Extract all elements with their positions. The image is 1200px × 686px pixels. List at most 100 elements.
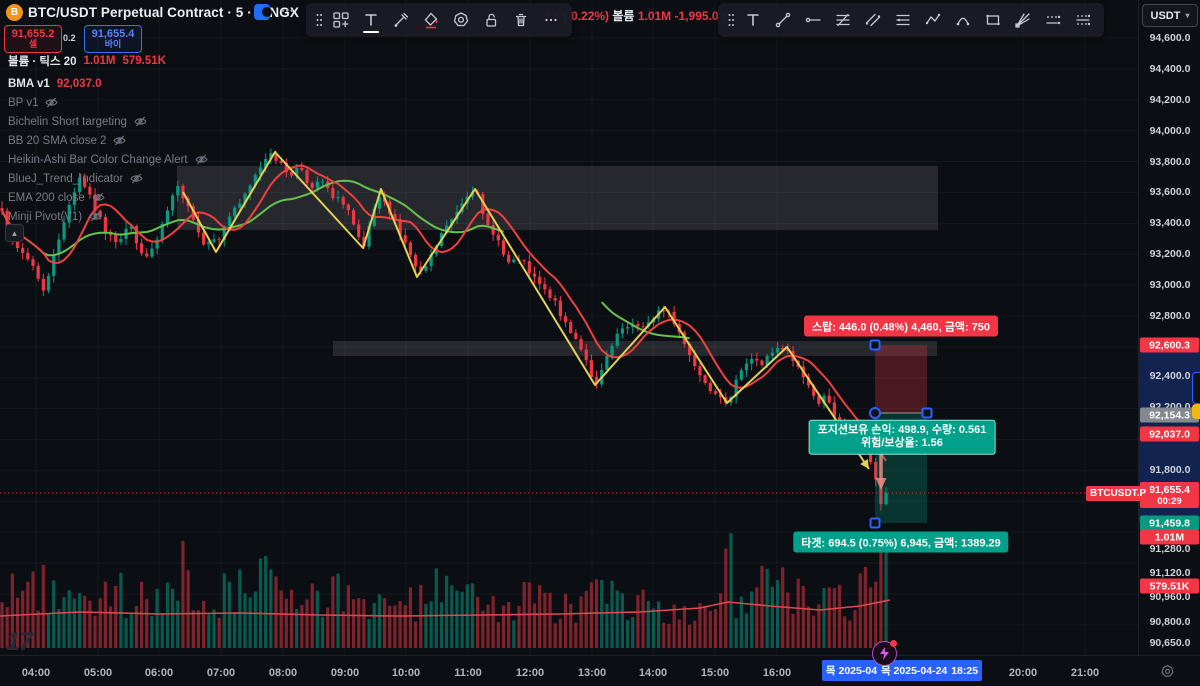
stop-loss-label[interactable]: 스탑: 446.0 (0.48%) 4,460, 금액: 750	[803, 315, 999, 337]
price-tick-label: 94,200.0	[1149, 94, 1191, 106]
bingx-flag-icon[interactable]	[254, 4, 272, 20]
horizontal-lines-icon[interactable]	[890, 7, 916, 33]
chevron-down-icon: ▾	[1185, 11, 1190, 20]
horizontal-ray-icon[interactable]	[800, 7, 826, 33]
eye-off-icon[interactable]	[194, 152, 209, 167]
lightning-icon	[880, 647, 889, 660]
drag-handle-icon[interactable]	[314, 7, 324, 33]
indicator-name: Minji Pivot(V1)	[8, 210, 83, 223]
position-drag-handle[interactable]	[869, 517, 881, 529]
date-chip-text: 18:25	[951, 664, 979, 677]
legend-bma-row[interactable]: BMA v1 92,037.0	[8, 76, 102, 91]
axis-settings-gear-icon[interactable]	[1160, 664, 1175, 679]
buy-button[interactable]: 91,655.4 바이	[84, 25, 142, 53]
indicator-name: Bichelin Short targeting	[8, 115, 127, 128]
eyedropper-icon[interactable]	[388, 7, 414, 33]
currency-dropdown[interactable]: USDT ▾	[1142, 4, 1198, 27]
text-tool-icon[interactable]	[740, 7, 766, 33]
price-tick-label: 91,280.0	[1149, 543, 1191, 555]
trend-line-icon[interactable]	[770, 7, 796, 33]
hidden-indicator-row[interactable]: Bichelin Short targeting	[8, 114, 148, 129]
curve-tool-icon[interactable]	[950, 7, 976, 33]
volume-label: 볼륨	[612, 9, 635, 23]
take-profit-label[interactable]: 타겟: 694.5 (0.75%) 6,945, 금액: 1389.29	[793, 531, 1009, 553]
gray-zone-drawing[interactable]	[177, 166, 938, 230]
volume-amount: 1.01M	[637, 9, 672, 23]
time-tick-label: 06:00	[144, 667, 174, 679]
more-options-icon[interactable]	[538, 7, 564, 33]
indicator-name: BlueJ_Trend_Indicator	[8, 172, 124, 185]
quick-trade-lightning-button[interactable]	[872, 640, 897, 666]
green-ma-line	[1, 179, 690, 340]
eye-off-icon[interactable]	[129, 171, 144, 186]
fib-retracement-icon[interactable]	[830, 7, 856, 33]
volume-value-2: 579.51K	[122, 54, 166, 67]
layout-template-icon[interactable]	[328, 7, 354, 33]
measure-icon[interactable]	[1040, 7, 1066, 33]
zigzag-icon[interactable]	[920, 7, 946, 33]
paint-bucket-icon[interactable]	[418, 7, 444, 33]
eye-off-icon[interactable]	[88, 209, 103, 224]
hidden-indicator-row[interactable]: EMA 200 close	[8, 190, 106, 205]
time-tick-label: 05:00	[83, 667, 113, 679]
edge-widget-yellow[interactable]	[1192, 404, 1200, 419]
position-risk-zone[interactable]	[875, 345, 927, 413]
lock-open-icon[interactable]	[478, 7, 504, 33]
price-tick-label: 90,800.0	[1149, 616, 1191, 628]
zigzag-arrowhead	[860, 459, 869, 469]
hidden-indicator-row[interactable]: Heikin-Ashi Bar Color Change Alert	[8, 152, 209, 167]
hidden-indicator-row[interactable]: Minji Pivot(V1)	[8, 209, 103, 224]
zigzag-drawing[interactable]	[182, 151, 870, 470]
rectangle-tool-icon[interactable]	[980, 7, 1006, 33]
collapse-panel-button[interactable]: ▲	[5, 224, 24, 242]
gann-fan-icon[interactable]	[1010, 7, 1036, 33]
header-more-button[interactable]: •••	[281, 6, 295, 17]
indicator-name: EMA 200 close	[8, 191, 85, 204]
hidden-indicator-row[interactable]: BB 20 SMA close 2	[8, 133, 127, 148]
eye-off-icon[interactable]	[133, 114, 148, 129]
position-drag-handle[interactable]	[869, 407, 881, 419]
position-drag-handle[interactable]	[869, 339, 881, 351]
symbol-title[interactable]: BTC/USDT Perpetual Contract · 5 · BINGX	[28, 5, 299, 20]
sell-button[interactable]: 91,655.2 셀	[4, 25, 62, 53]
time-tick-label: 09:00	[330, 667, 360, 679]
drawing-toolbar-right	[718, 3, 1104, 37]
hidden-indicator-row[interactable]: BP v1	[8, 95, 59, 110]
time-tick-label: 20:00	[1008, 667, 1038, 679]
time-tick-label: 14:00	[638, 667, 668, 679]
edge-widget-blue[interactable]	[1192, 372, 1200, 404]
volume-ma-line	[0, 599, 891, 617]
time-tick-label: 15:00	[700, 667, 730, 679]
eye-off-icon[interactable]	[91, 190, 106, 205]
measure-alt-icon[interactable]	[1070, 7, 1096, 33]
parallel-channel-icon[interactable]	[860, 7, 886, 33]
price-tick-label: 94,000.0	[1149, 125, 1191, 137]
position-drag-handle[interactable]	[921, 407, 933, 419]
time-tick-label: 07:00	[206, 667, 236, 679]
eye-off-icon[interactable]	[44, 95, 59, 110]
eye-off-icon[interactable]	[112, 133, 127, 148]
price-axis[interactable]: 94,600.0 94,400.0 94,200.0 94,000.0 93,800.0…	[1138, 0, 1200, 655]
buy-price: 91,655.4	[91, 27, 135, 40]
price-tick-label: 91,120.0	[1149, 567, 1191, 579]
time-tick-label: 08:00	[268, 667, 298, 679]
price-tick-label: 90,960.0	[1149, 591, 1191, 603]
volume-value-1: 1.01M	[83, 54, 116, 67]
buy-label: 바이	[104, 39, 122, 50]
price-tick-label: 93,600.0	[1149, 186, 1191, 198]
delta-value: -1,995.0 (	[674, 9, 726, 23]
trash-icon[interactable]	[508, 7, 534, 33]
hidden-indicator-row[interactable]: BlueJ_Trend_Indicator	[8, 171, 144, 186]
drag-handle-icon[interactable]	[726, 7, 736, 33]
time-tick-label: 21:00	[1070, 667, 1100, 679]
indicator-name: BP v1	[8, 96, 39, 109]
legend-volume-row[interactable]: 볼륨 · 틱스 20 1.01M 579.51K	[8, 53, 166, 68]
position-pnl-label[interactable]: 포지션보유 손익: 498.9, 수량: 0.561 위험/보상율: 1.56	[808, 419, 996, 455]
price-tick-label: 94,600.0	[1149, 32, 1191, 44]
time-axis[interactable]: 04:00 05:00 06:00 07:00 08:00 09:00 10:00 11:00…	[0, 655, 1200, 686]
time-tick-label: 13:00	[577, 667, 607, 679]
settings-icon[interactable]	[448, 7, 474, 33]
price-tick-label: 92,400.0	[1149, 370, 1191, 382]
text-tool-icon[interactable]	[358, 7, 384, 33]
bma-value: 92,037.0	[56, 77, 102, 90]
